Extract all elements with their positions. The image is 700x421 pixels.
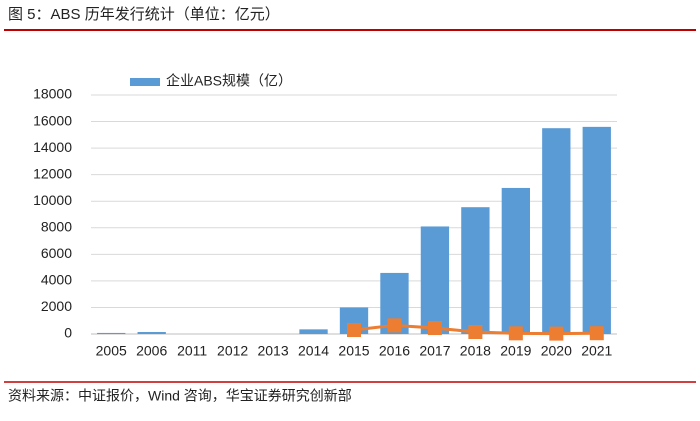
y-tick-label: 6000 bbox=[41, 245, 72, 261]
x-tick-label: 2014 bbox=[298, 343, 329, 359]
line-marker bbox=[589, 326, 604, 341]
y-tick-label: 12000 bbox=[33, 165, 72, 181]
y-tick-label: 14000 bbox=[33, 139, 72, 155]
x-tick-label: 2011 bbox=[177, 343, 207, 359]
bar bbox=[137, 332, 166, 334]
y-tick-label: 8000 bbox=[41, 218, 72, 234]
x-tick-label: 2013 bbox=[257, 343, 288, 359]
x-tick-label: 2015 bbox=[338, 343, 369, 359]
bar bbox=[542, 128, 571, 334]
legend-swatch bbox=[130, 78, 160, 86]
x-tick-label: 2021 bbox=[581, 343, 612, 359]
x-tick-label: 2005 bbox=[96, 343, 127, 359]
line-marker bbox=[468, 325, 483, 340]
y-tick-label: 18000 bbox=[33, 86, 72, 102]
x-tick-label: 2020 bbox=[541, 343, 572, 359]
y-tick-label: 10000 bbox=[33, 192, 72, 208]
line-marker bbox=[508, 326, 523, 341]
y-tick-label: 2000 bbox=[41, 298, 72, 314]
x-tick-label: 2012 bbox=[217, 343, 248, 359]
bar bbox=[501, 187, 531, 334]
source-note: 资料来源：中证报价，Wind 咨询，华宝证券研究创新部 bbox=[8, 388, 352, 404]
page-title: 图 5：ABS 历年发行统计（单位：亿元） bbox=[8, 6, 280, 23]
line-marker bbox=[549, 326, 564, 341]
legend-label: 企业ABS规模（亿） bbox=[166, 73, 292, 89]
x-tick-label: 2006 bbox=[136, 343, 167, 359]
x-tick-label: 2017 bbox=[419, 343, 450, 359]
x-tick-label: 2016 bbox=[379, 343, 410, 359]
line-marker bbox=[387, 318, 402, 333]
bar bbox=[582, 126, 611, 334]
x-tick-label: 2018 bbox=[460, 343, 491, 359]
bar bbox=[299, 329, 328, 334]
x-tick-label: 2019 bbox=[500, 343, 531, 359]
bar bbox=[420, 226, 450, 334]
y-tick-label: 4000 bbox=[41, 272, 72, 288]
line-marker bbox=[427, 321, 442, 336]
y-tick-label: 16000 bbox=[33, 112, 72, 128]
bar bbox=[461, 207, 490, 334]
line-marker bbox=[347, 323, 361, 338]
bar bbox=[97, 332, 126, 334]
y-tick-label: 0 bbox=[64, 325, 72, 341]
